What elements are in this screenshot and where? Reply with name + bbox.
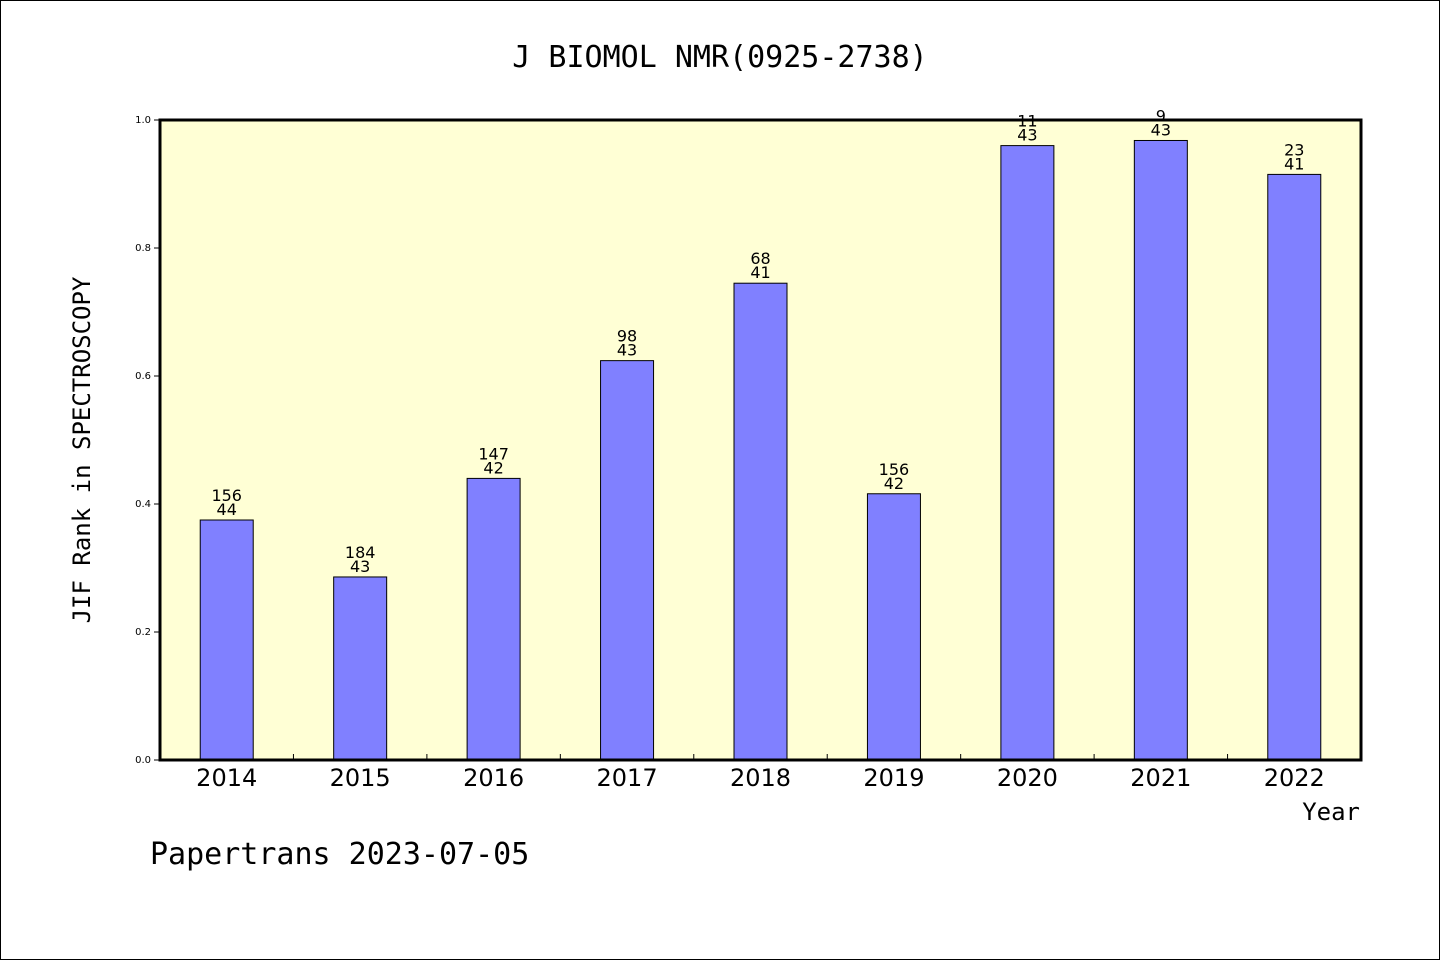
bar-2022 [1267,173,1322,761]
data-label-total-2021: 43 [1151,120,1171,139]
chart-title: J BIOMOL NMR(0925-2738) [512,40,927,75]
bar-2015 [333,576,388,761]
data-label-rank-2019: 156 [879,460,910,479]
data-label-total-2020: 43 [1017,126,1037,145]
data-label-total-2015: 43 [350,557,370,576]
bar-2017 [600,360,655,761]
data-label-rank-2021: 9 [1156,106,1166,125]
y-tick-label: 1.0 [135,115,151,126]
data-label-total-2018: 41 [750,263,770,282]
y-tick-label: 0.4 [135,499,151,510]
data-label-total-2022: 41 [1284,154,1304,173]
y-tick-label: 0.6 [135,371,151,382]
plot-border [158,118,1363,762]
bar-2014 [199,519,254,761]
data-label-rank-2018: 68 [750,249,770,268]
bar-2016 [466,477,521,761]
x-axis: 2014 2015 2016 2017 2018 2019 2020 2021 2022 [196,754,1325,792]
x-tick-label-2020: 2020 [997,764,1058,792]
data-label-rank-2016: 147 [478,444,509,463]
data-label-rank-2014: 156 [211,486,242,505]
data-label-total-2017: 43 [617,341,637,360]
y-tick-label: 0.8 [135,243,151,254]
data-label-total-2019: 42 [884,474,904,493]
bar-2019 [866,493,921,761]
y-axis-label: JIF Rank in SPECTROSCOPY [68,276,96,623]
x-tick-label-2016: 2016 [463,764,524,792]
data-label-rank-2017: 98 [617,327,637,346]
bars-group [199,139,1322,761]
x-tick-label-2019: 2019 [863,764,924,792]
data-label-total-2016: 42 [483,458,503,477]
x-tick-label-2018: 2018 [730,764,791,792]
x-tick-label-2015: 2015 [330,764,391,792]
data-label-rank-2015: 184 [345,543,376,562]
x-tick-label-2022: 2022 [1264,764,1325,792]
bar-2021 [1133,139,1188,761]
x-axis-label: Year [1302,798,1360,826]
y-tick-label: 0.2 [135,627,151,638]
x-tick-label-2017: 2017 [597,764,658,792]
data-label-total-2014: 44 [217,500,237,519]
bar-2020 [1000,145,1055,761]
x-tick-label-2021: 2021 [1130,764,1191,792]
y-tick-label: 0.0 [135,755,151,766]
x-tick-label-2014: 2014 [196,764,257,792]
y-axis: 0.0 0.2 0.4 0.6 0.8 1.0 [135,115,160,766]
bar-2018 [733,282,788,761]
data-label-rank-2022: 23 [1284,140,1304,159]
footer-text: Papertrans 2023-07-05 [150,837,529,872]
